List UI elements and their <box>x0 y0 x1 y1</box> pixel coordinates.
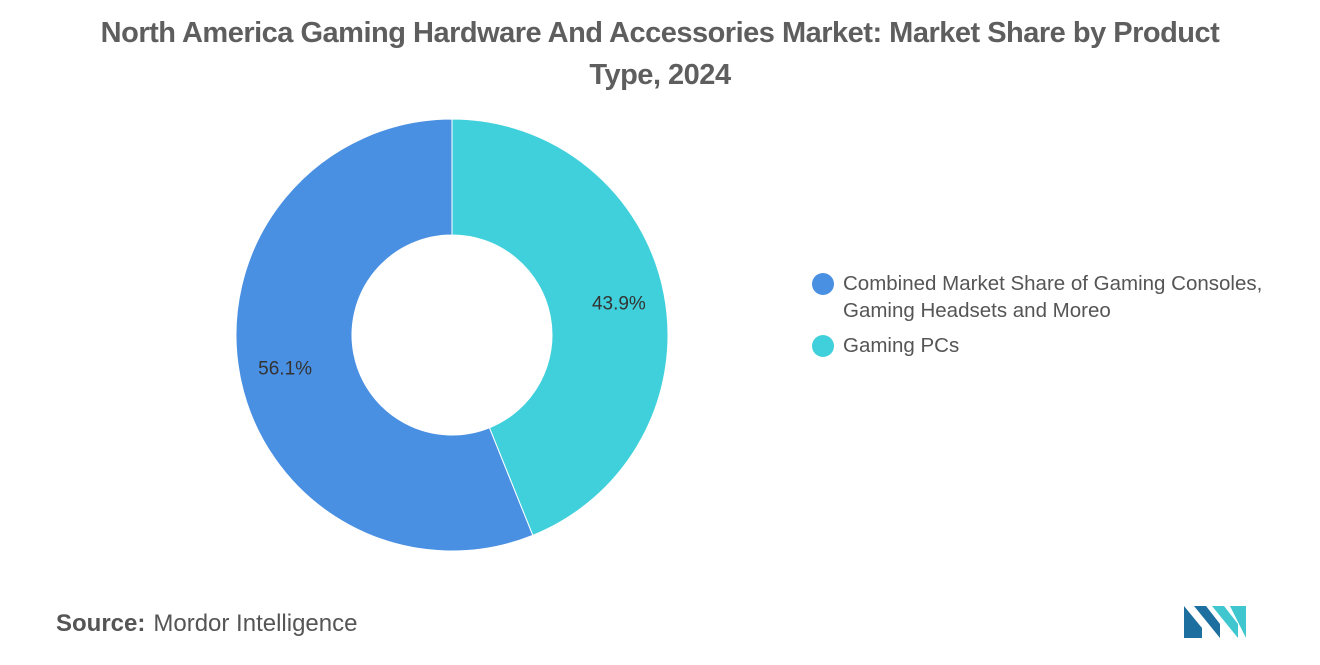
source-note: Source: Mordor Intelligence <box>56 610 357 638</box>
chart-title: North America Gaming Hardware And Access… <box>100 17 1220 91</box>
donut-slice-gaming-pcs <box>451 118 669 536</box>
donut-slices <box>235 118 669 552</box>
legend-item-gaming-pcs: Gaming PCs <box>812 332 1312 359</box>
donut-slice-combined <box>235 118 534 552</box>
legend-label-gaming-pcs: Gaming PCs <box>843 334 960 357</box>
slice-label-gaming-pcs: 43.9% <box>592 294 646 315</box>
source-value: Mordor Intelligence <box>153 610 358 637</box>
slice-label-combined: 56.1% <box>258 358 312 379</box>
mordor-intelligence-logo-icon <box>1184 606 1246 638</box>
source-key: Source: <box>56 610 146 637</box>
legend-swatch-combined <box>812 273 834 295</box>
chart-legend: Combined Market Share of Gaming Consoles… <box>812 270 1312 367</box>
legend-swatch-gaming-pcs <box>812 335 834 357</box>
legend-label-combined: Combined Market Share of Gaming Consoles… <box>843 272 1263 322</box>
donut-slice-labels: 43.9% 56.1% <box>258 294 646 380</box>
legend-item-combined: Combined Market Share of Gaming Consoles… <box>812 270 1312 324</box>
